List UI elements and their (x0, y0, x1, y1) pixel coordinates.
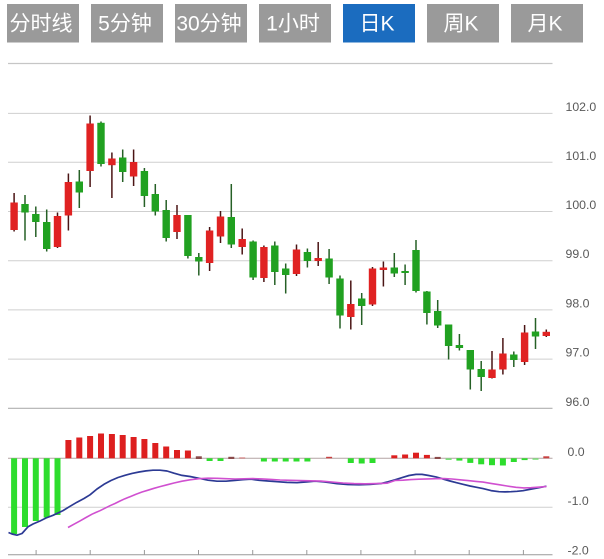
svg-text:分时线: 分时线 (10, 13, 73, 36)
svg-text:5分钟: 5分钟 (98, 13, 152, 36)
svg-text:97.0: 97.0 (566, 346, 590, 360)
svg-text:月K: 月K (527, 13, 562, 36)
svg-text:1小时: 1小时 (266, 13, 320, 36)
svg-text:98.0: 98.0 (566, 296, 590, 310)
svg-text:0.0: 0.0 (568, 445, 585, 459)
svg-text:102.0: 102.0 (566, 100, 597, 114)
svg-text:99.0: 99.0 (566, 247, 590, 261)
svg-text:100.0: 100.0 (566, 198, 597, 212)
svg-text:30分钟: 30分钟 (176, 13, 241, 36)
svg-text:-1.0: -1.0 (568, 494, 589, 508)
svg-text:周K: 周K (443, 13, 478, 36)
svg-text:-2.0: -2.0 (568, 544, 589, 558)
svg-text:96.0: 96.0 (566, 395, 590, 409)
svg-text:日K: 日K (359, 13, 394, 36)
svg-text:101.0: 101.0 (566, 149, 597, 163)
